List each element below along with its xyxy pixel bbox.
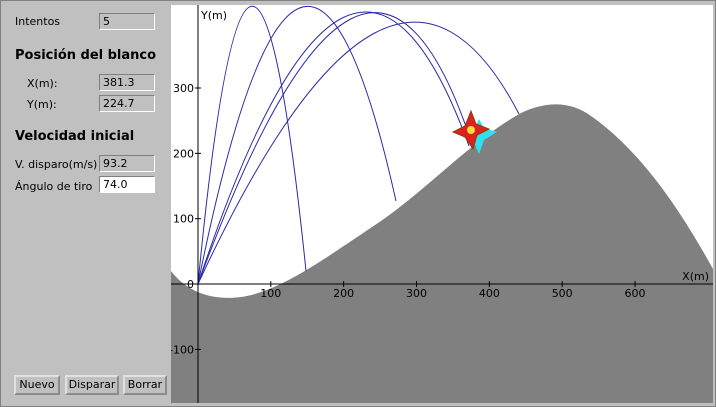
plot: X(m) Y(m) 100 200 300 400 500 600 -100 0 100 200 3… [171,5,713,403]
section-heading: Velocidad inicial [15,129,135,144]
y-tick-label: 0 [187,278,194,291]
y-tick-label: 300 [173,82,194,95]
trajectory [197,5,307,285]
label: Intentos [15,15,61,28]
x-tick-label: 200 [333,287,354,300]
trajectory [197,6,397,285]
projectile-marker [463,119,497,154]
section-heading: Posición del blanco [15,48,157,63]
label: Y(m): [27,98,57,111]
target-x-field: 381.3 [99,74,155,91]
x-tick-label: 300 [406,287,427,300]
trajectories [197,5,520,285]
trajectory [197,12,472,285]
y-axis-label: Y(m) [200,9,227,22]
label: Ángulo de tiro [15,180,93,193]
y-tick-label: 100 [173,213,194,226]
trajectory [197,11,470,285]
x-tick-label: 100 [260,287,281,300]
x-tick-label: 600 [625,287,646,300]
label: X(m): [27,77,58,90]
angle-input[interactable]: 74.0 [99,176,155,193]
target-center [467,126,475,134]
button[interactable]: Disparar [65,375,119,395]
terrain [171,104,713,403]
x-tick-label: 400 [479,287,500,300]
speed-field: 93.2 [99,155,155,172]
button[interactable]: Nuevo [14,375,60,395]
trajectory [197,21,520,285]
x-tick-label: 500 [552,287,573,300]
button[interactable]: Borrar [123,375,167,395]
attempts-field: 5 [99,13,155,30]
target-y-field: 224.7 [99,95,155,112]
label: V. disparo(m/s) [15,158,98,171]
y-tick-label: 200 [173,147,194,160]
y-tick-label: -100 [171,343,194,356]
x-axis-label: X(m) [682,270,709,283]
